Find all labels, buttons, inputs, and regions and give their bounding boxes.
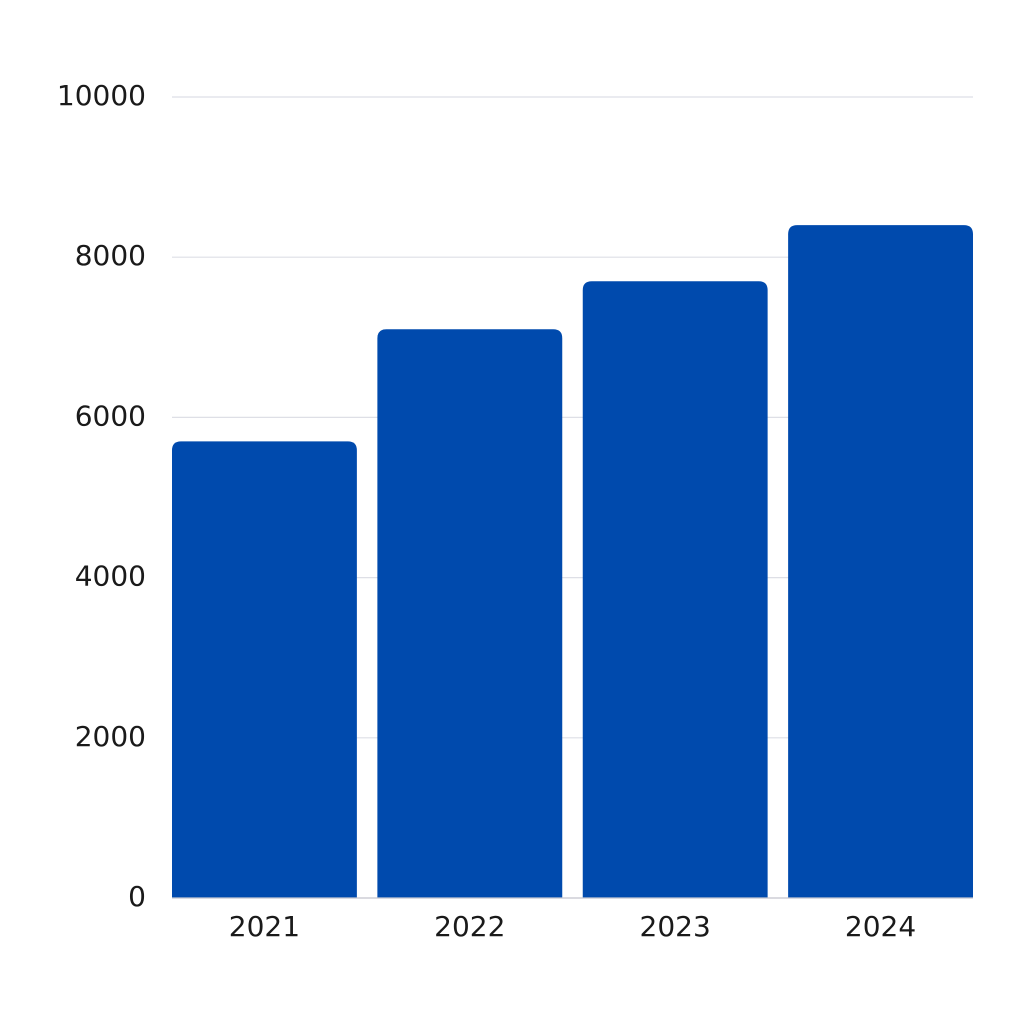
bar — [582, 281, 768, 899]
bar — [172, 441, 357, 898]
x-tick-label: 2023 — [640, 910, 711, 943]
y-tick-label: 6000 — [75, 399, 146, 432]
bar — [788, 225, 973, 898]
x-tick-label: 2024 — [845, 910, 916, 943]
y-tick-label: 10000 — [57, 79, 146, 112]
x-tick-label: 2021 — [229, 910, 300, 943]
y-tick-label: 4000 — [75, 560, 146, 593]
x-tick-label: 2022 — [434, 910, 505, 943]
y-tick-label: 2000 — [75, 720, 146, 753]
bar — [377, 329, 563, 898]
y-tick-label: 0 — [128, 880, 146, 913]
y-tick-label: 8000 — [75, 239, 146, 272]
